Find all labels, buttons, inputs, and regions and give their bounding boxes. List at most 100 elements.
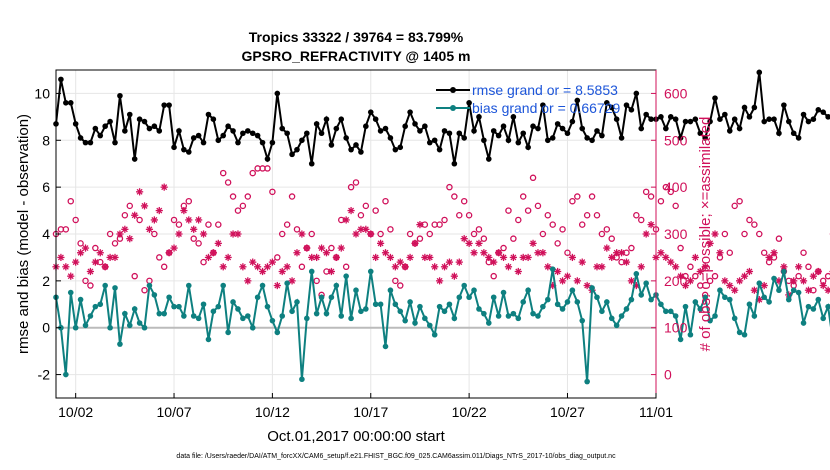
obs-assimilated-point <box>155 206 163 215</box>
data-file-footer: data file: /Users/raeder/DAI/ATM_forcXX/… <box>176 453 616 460</box>
x-tick-label: 10/27 <box>550 404 585 420</box>
obs-possible-point <box>82 277 89 285</box>
rmse-point <box>387 135 394 141</box>
obs-possible-point <box>529 174 537 182</box>
rmse-point <box>190 135 197 141</box>
rmse-point <box>348 146 354 153</box>
right-tick-label: 400 <box>664 179 688 195</box>
obs-assimilated-point <box>726 281 734 290</box>
bias-point <box>638 292 645 298</box>
bias-point <box>117 341 123 347</box>
asterisk-stroke <box>382 249 389 256</box>
bias-point <box>308 268 315 275</box>
legend-bias-marker <box>450 105 456 111</box>
rmse-point <box>181 146 187 153</box>
obs-assimilated-point <box>450 272 458 280</box>
obs-assimilated-point <box>568 253 576 262</box>
bias-point <box>554 301 561 308</box>
obs-assimilated-point <box>150 216 158 224</box>
rmse-point <box>495 132 502 139</box>
asterisk-stroke <box>200 231 207 237</box>
asterisk-stroke <box>726 282 733 289</box>
asterisk-stroke <box>490 259 497 266</box>
rmse-point <box>299 137 305 144</box>
obs-assimilated-point <box>760 281 768 290</box>
obs-possible-point <box>623 249 630 256</box>
rmse-point <box>726 128 733 134</box>
rmse-point <box>525 144 531 151</box>
obs-assimilated-point <box>278 267 286 276</box>
rmse-point <box>392 146 399 153</box>
obs-assimilated-point <box>706 239 714 247</box>
bias-point <box>604 299 610 305</box>
bias-point <box>136 320 143 326</box>
obs-possible-point <box>97 258 104 266</box>
obs-possible-point <box>367 230 375 238</box>
asterisk-stroke <box>230 231 237 237</box>
rmse-point <box>176 128 182 134</box>
bias-point <box>304 315 310 322</box>
rmse-point <box>210 116 217 122</box>
rmse-point <box>426 139 433 146</box>
asterisk-stroke <box>751 287 758 294</box>
obs-assimilated-point <box>263 263 272 271</box>
bias-point <box>525 287 531 294</box>
rmse-point <box>687 118 694 125</box>
asterisk-stroke <box>284 263 291 270</box>
bias-point <box>643 280 649 287</box>
bias-point <box>181 313 187 319</box>
obs-possible-point <box>495 249 502 256</box>
rmse-point <box>741 104 748 111</box>
asterisk-stroke <box>638 263 645 270</box>
asterisk-stroke <box>141 202 148 209</box>
rmse-point <box>146 125 153 132</box>
rmse-point <box>225 123 231 130</box>
obs-possible-point <box>141 286 148 294</box>
rmse-point <box>372 116 379 122</box>
rmse-point <box>461 135 467 141</box>
bias-point <box>171 303 177 310</box>
rmse-point <box>195 132 202 139</box>
obs-possible-point <box>588 193 596 200</box>
obs-possible-point <box>160 263 168 271</box>
bias-point <box>279 313 286 319</box>
rmse-point <box>77 135 84 141</box>
asterisk-stroke <box>530 240 537 247</box>
rmse-point <box>67 100 74 106</box>
obs-possible-point <box>628 244 635 252</box>
bias-point <box>510 310 517 317</box>
rmse-point <box>289 151 295 158</box>
bias-point <box>672 313 679 319</box>
asterisk-stroke <box>687 277 694 284</box>
rmse-point <box>240 130 246 137</box>
rmse-point <box>166 102 172 108</box>
asterisk-stroke <box>121 226 128 233</box>
rmse-point <box>785 118 792 125</box>
rmse-point <box>97 132 104 139</box>
asterisk-stroke <box>682 282 689 289</box>
obs-possible-point <box>274 254 281 261</box>
asterisk-stroke <box>716 249 723 256</box>
obs-possible-point <box>637 216 645 224</box>
asterisk-stroke <box>436 277 443 284</box>
rmse-point <box>510 114 517 120</box>
obs-assimilated-point <box>224 253 232 262</box>
bias-point <box>72 324 79 331</box>
asterisk-stroke <box>466 240 473 247</box>
bias-point <box>141 324 148 331</box>
asterisk-stroke <box>520 254 527 261</box>
obs-possible-point <box>642 188 650 196</box>
left-tick-label: 0 <box>42 320 50 336</box>
obs-possible-point <box>524 207 532 214</box>
asterisk-stroke <box>156 207 163 214</box>
bias-point <box>805 303 812 310</box>
asterisk-stroke <box>205 254 212 261</box>
asterisk-stroke <box>274 282 281 289</box>
obs-possible-point <box>751 221 758 228</box>
obs-assimilated-point <box>672 263 680 271</box>
obs-assimilated-point <box>795 263 803 271</box>
obs-assimilated-point <box>273 281 281 290</box>
asterisk-stroke <box>220 263 227 270</box>
asterisk-stroke <box>328 268 335 275</box>
obs-assimilated-point <box>391 263 399 271</box>
